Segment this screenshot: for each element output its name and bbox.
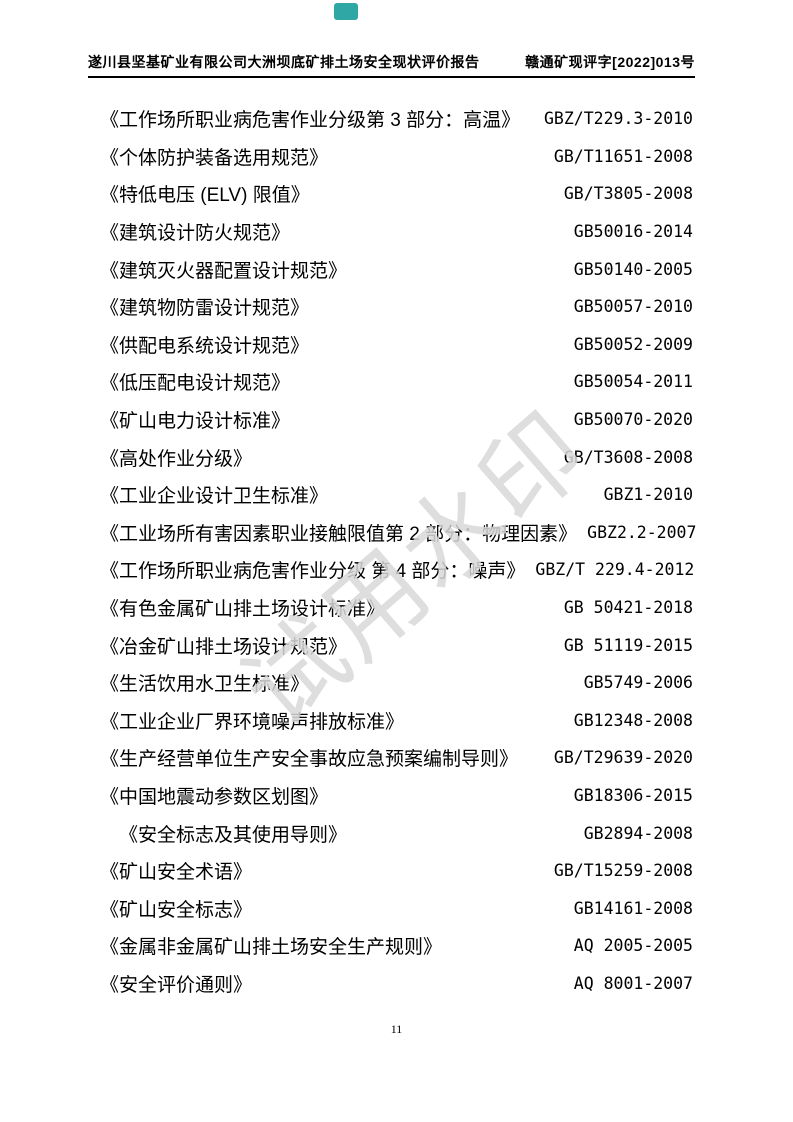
- standard-title: 《特低电压 (ELV) 限值》: [100, 185, 310, 207]
- standard-code: GB/T29639-2020: [553, 748, 693, 768]
- standard-title: 《安全标志及其使用导则》: [119, 824, 348, 846]
- standard-title: 《建筑设计防火规范》: [100, 223, 291, 245]
- standard-code: GB 51119-2015: [563, 635, 693, 655]
- standard-row: 《冶金矿山排土场设计规范》 GB 51119-2015: [100, 626, 693, 664]
- standard-row: 《矿山安全术语》 GB/T15259-2008: [100, 852, 693, 890]
- standard-title: 《工作场所职业病危害作业分级 第 4 部分：噪声》: [100, 561, 526, 583]
- standard-row: 《供配电系统设计规范》 GB50052-2009: [100, 326, 693, 364]
- standard-title: 《冶金矿山排土场设计规范》: [100, 636, 348, 658]
- standard-code: GBZ/T 229.4-2012: [535, 560, 695, 580]
- standard-row: 《金属非金属矿山排土场安全生产规则》 AQ 2005-2005: [100, 927, 693, 965]
- standard-code: GB50070-2020: [573, 410, 693, 430]
- standard-title: 《工业企业设计卫生标准》: [100, 486, 329, 508]
- standard-code: GB5749-2006: [583, 673, 693, 693]
- standard-code: GB2894-2008: [583, 823, 693, 843]
- standard-row: 《高处作业分级》 GB/T3608-2008: [100, 438, 693, 476]
- standard-code: GB/T3805-2008: [563, 184, 693, 204]
- header-report-title: 遂川县坚基矿业有限公司大洲坝底矿排土场安全现状评价报告: [88, 54, 480, 70]
- standard-title: 《供配电系统设计规范》: [100, 335, 310, 357]
- standard-title: 《生活饮用水卫生标准》: [100, 674, 310, 696]
- page-header: 遂川县坚基矿业有限公司大洲坝底矿排土场安全现状评价报告 赣通矿现评字[2022]…: [88, 52, 695, 78]
- standard-row: 《建筑物防雷设计规范》 GB50057-2010: [100, 288, 693, 326]
- standard-title: 《矿山安全术语》: [100, 862, 253, 884]
- page-number: 11: [390, 1022, 403, 1036]
- standard-code: GB12348-2008: [573, 710, 693, 730]
- standard-row: 《安全标志及其使用导则》 GB2894-2008: [100, 814, 693, 852]
- standard-row: 《安全评价通则》 AQ 8001-2007: [100, 965, 693, 1003]
- standard-code: GB14161-2008: [573, 898, 693, 918]
- standard-code: GBZ/T229.3-2010: [543, 109, 693, 129]
- standard-row: 《生活饮用水卫生标准》 GB5749-2006: [100, 664, 693, 702]
- standard-title: 《建筑灭火器配置设计规范》: [100, 260, 348, 282]
- standard-row: 《矿山安全标志》 GB14161-2008: [100, 889, 693, 927]
- standard-row: 《特低电压 (ELV) 限值》 GB/T3805-2008: [100, 175, 693, 213]
- standard-title: 《工作场所职业病危害作业分级第 3 部分：高温》: [100, 110, 521, 132]
- standard-code: GB50057-2010: [573, 297, 693, 317]
- standard-code: GB50052-2009: [573, 334, 693, 354]
- standard-code: GB/T11651-2008: [553, 146, 693, 166]
- standard-code: GB 50421-2018: [563, 598, 693, 618]
- standard-code: GB18306-2015: [573, 785, 693, 805]
- standard-code: GB/T3608-2008: [563, 447, 693, 467]
- standard-row: 《有色金属矿山排土场设计标准》 GB 50421-2018: [100, 589, 693, 627]
- standard-title: 《矿山安全标志》: [100, 899, 253, 921]
- standard-row: 《生产经营单位生产安全事故应急预案编制导则》 GB/T29639-2020: [100, 739, 693, 777]
- standard-code: AQ 8001-2007: [573, 973, 693, 993]
- standard-title: 《金属非金属矿山排土场安全生产规则》: [100, 937, 443, 959]
- standard-row: 《矿山电力设计标准》 GB50070-2020: [100, 401, 693, 439]
- standard-row: 《中国地震动参数区划图》 GB18306-2015: [100, 777, 693, 815]
- standard-code: GB50016-2014: [573, 222, 693, 242]
- standard-code: GB50054-2011: [573, 372, 693, 392]
- standard-title: 《矿山电力设计标准》: [100, 411, 291, 433]
- standard-code: GB50140-2005: [573, 259, 693, 279]
- app-badge-icon: [334, 3, 358, 20]
- standards-list: 《工作场所职业病危害作业分级第 3 部分：高温》 GBZ/T229.3-2010…: [100, 100, 697, 1003]
- standard-title: 《中国地震动参数区划图》: [100, 786, 329, 808]
- standard-row: 《建筑灭火器配置设计规范》 GB50140-2005: [100, 250, 693, 288]
- standard-title: 《安全评价通则》: [100, 974, 253, 996]
- standard-code: GBZ2.2-2007: [587, 522, 697, 542]
- standard-code: AQ 2005-2005: [573, 936, 693, 956]
- standard-row: 《工业企业厂界环境噪声排放标准》 GB12348-2008: [100, 702, 693, 740]
- standard-row: 《建筑设计防火规范》 GB50016-2014: [100, 213, 693, 251]
- standard-title: 《建筑物防雷设计规范》: [100, 298, 310, 320]
- standard-row: 《工作场所职业病危害作业分级第 3 部分：高温》 GBZ/T229.3-2010: [100, 100, 693, 138]
- standard-row: 《工作场所职业病危害作业分级 第 4 部分：噪声》 GBZ/T 229.4-20…: [100, 551, 695, 589]
- standard-row: 《个体防护装备选用规范》 GB/T11651-2008: [100, 138, 693, 176]
- standard-row: 《低压配电设计规范》 GB50054-2011: [100, 363, 693, 401]
- standard-code: GBZ1-2010: [603, 485, 693, 505]
- standard-title: 《低压配电设计规范》: [100, 373, 291, 395]
- header-doc-number: 赣通矿现评字[2022]013号: [525, 54, 695, 70]
- standard-title: 《生产经营单位生产安全事故应急预案编制导则》: [100, 749, 519, 771]
- standard-row: 《工业场所有害因素职业接触限值第 2 部分：物理因素》 GBZ2.2-2007: [100, 514, 697, 552]
- standard-title: 《工业场所有害因素职业接触限值第 2 部分：物理因素》: [100, 523, 578, 545]
- standard-code: GB/T15259-2008: [553, 861, 693, 881]
- standard-title: 《个体防护装备选用规范》: [100, 147, 329, 169]
- standard-title: 《工业企业厂界环境噪声排放标准》: [100, 711, 405, 733]
- standard-title: 《有色金属矿山排土场设计标准》: [100, 599, 386, 621]
- standard-title: 《高处作业分级》: [100, 448, 253, 470]
- standard-row: 《工业企业设计卫生标准》 GBZ1-2010: [100, 476, 693, 514]
